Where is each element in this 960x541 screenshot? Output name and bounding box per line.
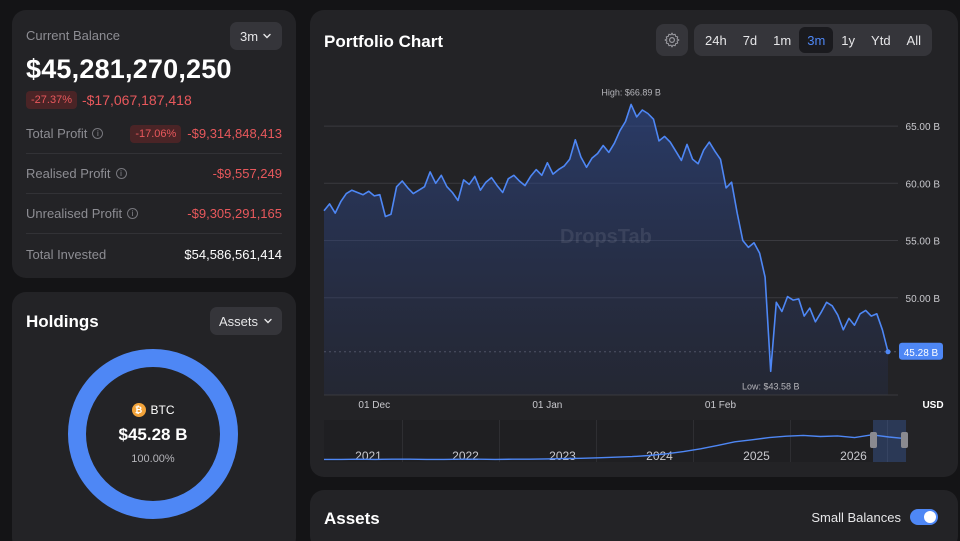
chart-series-line[interactable] [323, 103, 889, 373]
balance-change: -27.37% -$17,067,187,418 [26, 91, 192, 109]
small-balances-control: Small Balances [811, 509, 938, 525]
info-icon[interactable]: i [115, 168, 127, 179]
y-tick-label: 60.00 B [906, 179, 941, 190]
navigator-background [324, 420, 906, 462]
range-tab-all[interactable]: All [906, 32, 921, 48]
chevron-down-icon [264, 318, 272, 324]
navigator-year-label: 2024 [646, 449, 673, 463]
current-balance-label: Current Balance [26, 28, 120, 43]
navigator-selection[interactable] [873, 420, 906, 462]
bitcoin-icon: ₿ [131, 403, 146, 417]
current-balance-value: $45,281,270,250 [26, 54, 232, 84]
assets-card: Assets Small Balances [310, 490, 958, 541]
total-invested-row: Total Invested $54,586,561,414 [26, 234, 282, 274]
dropstab-watermark: DropsTab [560, 226, 652, 248]
navigator-year-label: 2023 [549, 449, 576, 463]
y-tick-label: 55.00 B [906, 237, 941, 248]
current-value-dot [885, 349, 891, 355]
coin-label: ₿ BTC [131, 403, 175, 417]
range-tab-3m[interactable]: 3m [799, 27, 834, 53]
total-profit-percent: -17.06% [130, 124, 182, 143]
time-range-tabs: 24h 7d 1m 3m 1y Ytd All [694, 24, 932, 56]
x-tick-label: 01 Dec [358, 400, 390, 411]
info-icon[interactable]: i [92, 128, 104, 139]
low-annotation: Low: $43.58 B [742, 381, 800, 391]
total-invested-label: Total Invested [26, 246, 107, 262]
x-tick-label: 01 Jan [532, 400, 562, 411]
holdings-card: Holdings Assets ₿ BTC $45.28 B 100.00% [12, 292, 296, 541]
realised-profit-value: -$9,557,249 [212, 166, 282, 181]
total-profit-label: Total Profit [26, 126, 88, 141]
small-balances-label: Small Balances [811, 509, 901, 525]
small-balances-toggle[interactable] [910, 509, 938, 525]
total-profit-value: -$9,314,848,413 [187, 126, 282, 141]
portfolio-area-chart[interactable]: 65.00 B 60.00 B 55.00 B 50.00 B DropsTab High… [310, 10, 958, 477]
unrealised-profit-label: Unrealised Profit [26, 206, 123, 221]
navigator-right-handle[interactable] [901, 432, 908, 448]
current-value-badge [899, 342, 943, 360]
high-annotation: High: $66.89 B [601, 87, 661, 97]
total-profit-row: Total Profit i -17.06% -$9,314,848,413 [26, 114, 282, 154]
y-tick-label: 50.00 B [906, 294, 941, 305]
balance-period-dropdown[interactable]: 3m [230, 22, 282, 50]
coin-symbol: BTC [150, 403, 175, 417]
current-value-label: 45.28 B [904, 348, 939, 359]
navigator-year-label: 2022 [452, 449, 479, 463]
navigator-year-label: 2025 [743, 449, 770, 463]
donut-segment-btc [68, 349, 238, 519]
portfolio-chart-card: Portfolio Chart 24h 7d 1m 3m 1y Ytd All 65.00 … [310, 10, 958, 477]
x-tick-label: 01 Feb [705, 400, 737, 411]
portfolio-chart-title: Portfolio Chart [324, 32, 443, 51]
currency-label: USD [922, 400, 943, 411]
balance-change-amount: -$17,067,187,418 [81, 92, 192, 108]
realised-profit-label: Realised Profit [26, 166, 111, 181]
unrealised-profit-row: Unrealised Profit i -$9,305,291,165 [26, 194, 282, 234]
info-icon[interactable]: i [127, 208, 139, 219]
balance-change-percent: -27.37% [26, 91, 77, 109]
unrealised-profit-value: -$9,305,291,165 [187, 206, 282, 221]
range-tab-ytd[interactable]: Ytd [871, 32, 891, 48]
total-invested-value: $54,586,561,414 [184, 246, 282, 262]
navigator-year-label: 2026 [840, 449, 867, 463]
holdings-filter-dropdown[interactable]: Assets [210, 307, 282, 335]
realised-profit-row: Realised Profit i -$9,557,249 [26, 154, 282, 194]
balance-card: Current Balance 3m $45,281,270,250 -27.3… [12, 10, 296, 278]
holding-value: $45.28 B [118, 425, 188, 444]
chart-area-fill [324, 104, 888, 396]
holdings-filter-value: Assets [218, 313, 258, 329]
range-tab-1y[interactable]: 1y [841, 32, 856, 48]
donut-center: ₿ BTC $45.28 B 100.00% [68, 349, 238, 519]
assets-title: Assets [324, 509, 380, 528]
chart-settings-button[interactable] [656, 24, 688, 56]
chevron-down-icon [263, 33, 271, 39]
range-tab-7d[interactable]: 7d [742, 32, 758, 48]
navigator-left-handle[interactable] [870, 432, 877, 448]
holding-share: 100.00% [131, 453, 175, 465]
holdings-donut-chart[interactable] [68, 349, 238, 519]
holdings-title: Holdings [26, 312, 99, 331]
navigator-year-label: 2021 [355, 449, 382, 463]
balance-period-value: 3m [239, 28, 259, 44]
gear-icon [664, 32, 680, 48]
toggle-knob [924, 511, 936, 523]
y-tick-label: 65.00 B [906, 122, 941, 133]
range-tab-1m[interactable]: 1m [773, 32, 792, 48]
range-tab-24h[interactable]: 24h [705, 32, 727, 48]
navigator-series-line [324, 434, 907, 461]
